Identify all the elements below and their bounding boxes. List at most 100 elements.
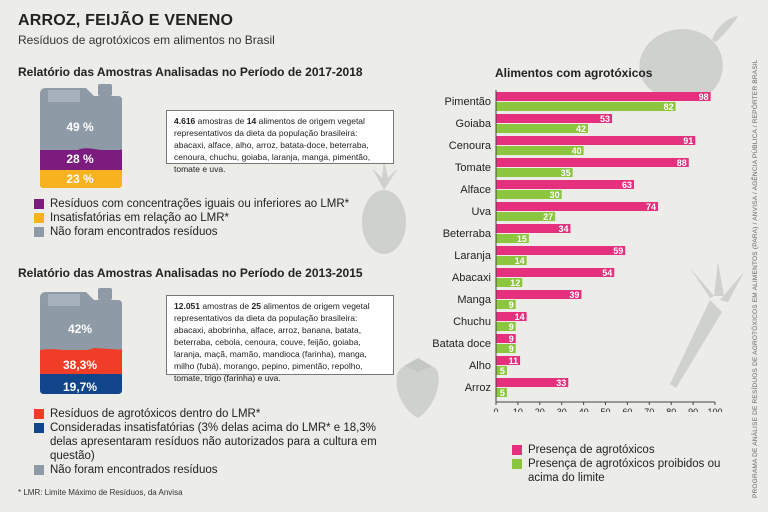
- pct-none-2013: 42%: [67, 322, 93, 336]
- bar-prohibited: [496, 124, 588, 133]
- report-2013-title: Relatório das Amostras Analisadas no Per…: [18, 266, 363, 280]
- legend-item-presence: Presença de agrotóxicos: [512, 443, 732, 457]
- bar-presence: [496, 378, 569, 387]
- data-label: 12: [510, 278, 520, 288]
- bar-presence: [496, 114, 613, 123]
- data-label: 82: [664, 102, 674, 112]
- bar-presence: [496, 158, 689, 167]
- pineapple-icon: [362, 160, 406, 254]
- segment-unsatisfactory-2013: [40, 374, 122, 394]
- strawberry-icon: [396, 358, 439, 418]
- sample-info-2017: 4.616 amostras de 14 alimentos de origem…: [166, 110, 394, 174]
- bar-prohibited: [496, 102, 676, 111]
- category-label: Alface: [460, 184, 491, 196]
- category-label: Chuchu: [453, 316, 491, 328]
- bar-presence: [496, 334, 516, 343]
- page-subtitle: Resíduos de agrotóxicos em alimentos no …: [18, 33, 275, 47]
- data-label: 91: [683, 136, 693, 146]
- data-label: 14: [515, 312, 525, 322]
- data-label: 59: [613, 246, 623, 256]
- pct-none-2017: 49 %: [66, 120, 94, 134]
- jerrycan-2017-graphic: [40, 84, 122, 188]
- legend-item-unsatisfactory-2017: Insatisfatórias em relação ao LMR*: [34, 211, 364, 225]
- x-tick-label: 100: [707, 407, 722, 412]
- legend-item-prohibited: Presença de agrotóxicos proibidos ou aci…: [512, 457, 732, 485]
- cap-icon: [98, 288, 112, 300]
- bar-presence: [496, 290, 582, 299]
- category-label: Alho: [469, 360, 491, 372]
- data-label: 40: [572, 146, 582, 156]
- bar-presence: [496, 312, 527, 321]
- data-label: 34: [558, 224, 568, 234]
- data-label: 27: [543, 212, 553, 222]
- chart-legend: Presença de agrotóxicos Presença de agro…: [512, 443, 732, 485]
- page-title: ARROZ, FEIJÃO E VENENO: [18, 12, 234, 29]
- jerrycan-2017: 49 % 28 % 23 %: [34, 84, 126, 190]
- data-label: 98: [699, 92, 709, 102]
- bar-presence: [496, 268, 615, 277]
- data-label: 9: [509, 300, 514, 310]
- bar-prohibited: [496, 256, 527, 265]
- bar-prohibited: [496, 322, 516, 331]
- bar-presence: [496, 180, 634, 189]
- data-label: 9: [509, 344, 514, 354]
- bar-prohibited: [496, 300, 516, 309]
- x-tick-label: 10: [513, 407, 523, 412]
- legend-2013: Resíduos de agrotóxicos dentro do LMR* C…: [34, 407, 402, 477]
- data-label: 11: [509, 356, 519, 366]
- x-tick-label: 40: [579, 407, 589, 412]
- bar-prohibited: [496, 234, 529, 243]
- legend-item-none-2017: Não foram encontrados resíduos: [34, 225, 364, 239]
- legend-item-within-2017: Resíduos com concentrações iguais ou inf…: [34, 197, 364, 211]
- bar-presence: [496, 92, 711, 101]
- bar-prohibited: [496, 212, 556, 221]
- category-label: Abacaxi: [452, 272, 491, 284]
- bar-presence: [496, 246, 626, 255]
- category-label: Goiaba: [456, 118, 492, 130]
- x-tick-label: 0: [493, 407, 498, 412]
- data-label: 5: [500, 388, 505, 398]
- chart-title: Alimentos com agrotóxicos: [495, 66, 653, 80]
- segment-unsatisfactory-2017: [40, 170, 122, 188]
- data-label: 30: [550, 190, 560, 200]
- data-label: 5: [500, 366, 505, 376]
- bar-presence: [496, 224, 571, 233]
- x-tick-label: 80: [666, 407, 676, 412]
- bar-prohibited: [496, 278, 523, 287]
- data-label: 53: [600, 114, 610, 124]
- bar-prohibited: [496, 190, 562, 199]
- data-label: 14: [515, 256, 525, 266]
- data-label: 9: [509, 322, 514, 332]
- jerrycan-2013: 42% 38,3% 19,7%: [34, 288, 126, 396]
- data-label: 15: [517, 234, 527, 244]
- data-label: 42: [576, 124, 586, 134]
- pct-unsatisfactory-2017: 23 %: [66, 172, 94, 186]
- bar-prohibited: [496, 366, 507, 375]
- legend-item-within-2013: Resíduos de agrotóxicos dentro do LMR*: [34, 407, 402, 421]
- jerrycan-2013-graphic: [40, 288, 122, 394]
- data-label: 54: [602, 268, 612, 278]
- x-tick-label: 50: [600, 407, 610, 412]
- x-tick-label: 60: [622, 407, 632, 412]
- data-label: 88: [677, 158, 687, 168]
- source-credit: PROGRAMA DE ANÁLISE DE RESÍDUOS DE AGROT…: [752, 59, 759, 498]
- x-tick-label: 30: [557, 407, 567, 412]
- bar-prohibited: [496, 168, 573, 177]
- legend-item-none-2013: Não foram encontrados resíduos: [34, 463, 402, 477]
- sample-info-2013: 12.051 amostras de 25 alimentos de orige…: [166, 295, 394, 383]
- pct-unsatisfactory-2013: 19,7%: [62, 380, 98, 394]
- bar-prohibited: [496, 388, 507, 397]
- category-label: Manga: [457, 294, 492, 306]
- footnote: * LMR: Limite Máximo de Resíduos, da Anv…: [18, 488, 183, 497]
- data-label: 63: [622, 180, 632, 190]
- data-label: 39: [569, 290, 579, 300]
- bar-prohibited: [496, 146, 584, 155]
- pct-within-2013: 38,3%: [62, 358, 98, 372]
- pct-within-2017: 28 %: [66, 152, 94, 166]
- report-2017-title: Relatório das Amostras Analisadas no Per…: [18, 65, 363, 79]
- cap-icon: [98, 84, 112, 96]
- bar-presence: [496, 202, 659, 211]
- category-label: Laranja: [454, 250, 492, 262]
- bar-presence: [496, 356, 521, 365]
